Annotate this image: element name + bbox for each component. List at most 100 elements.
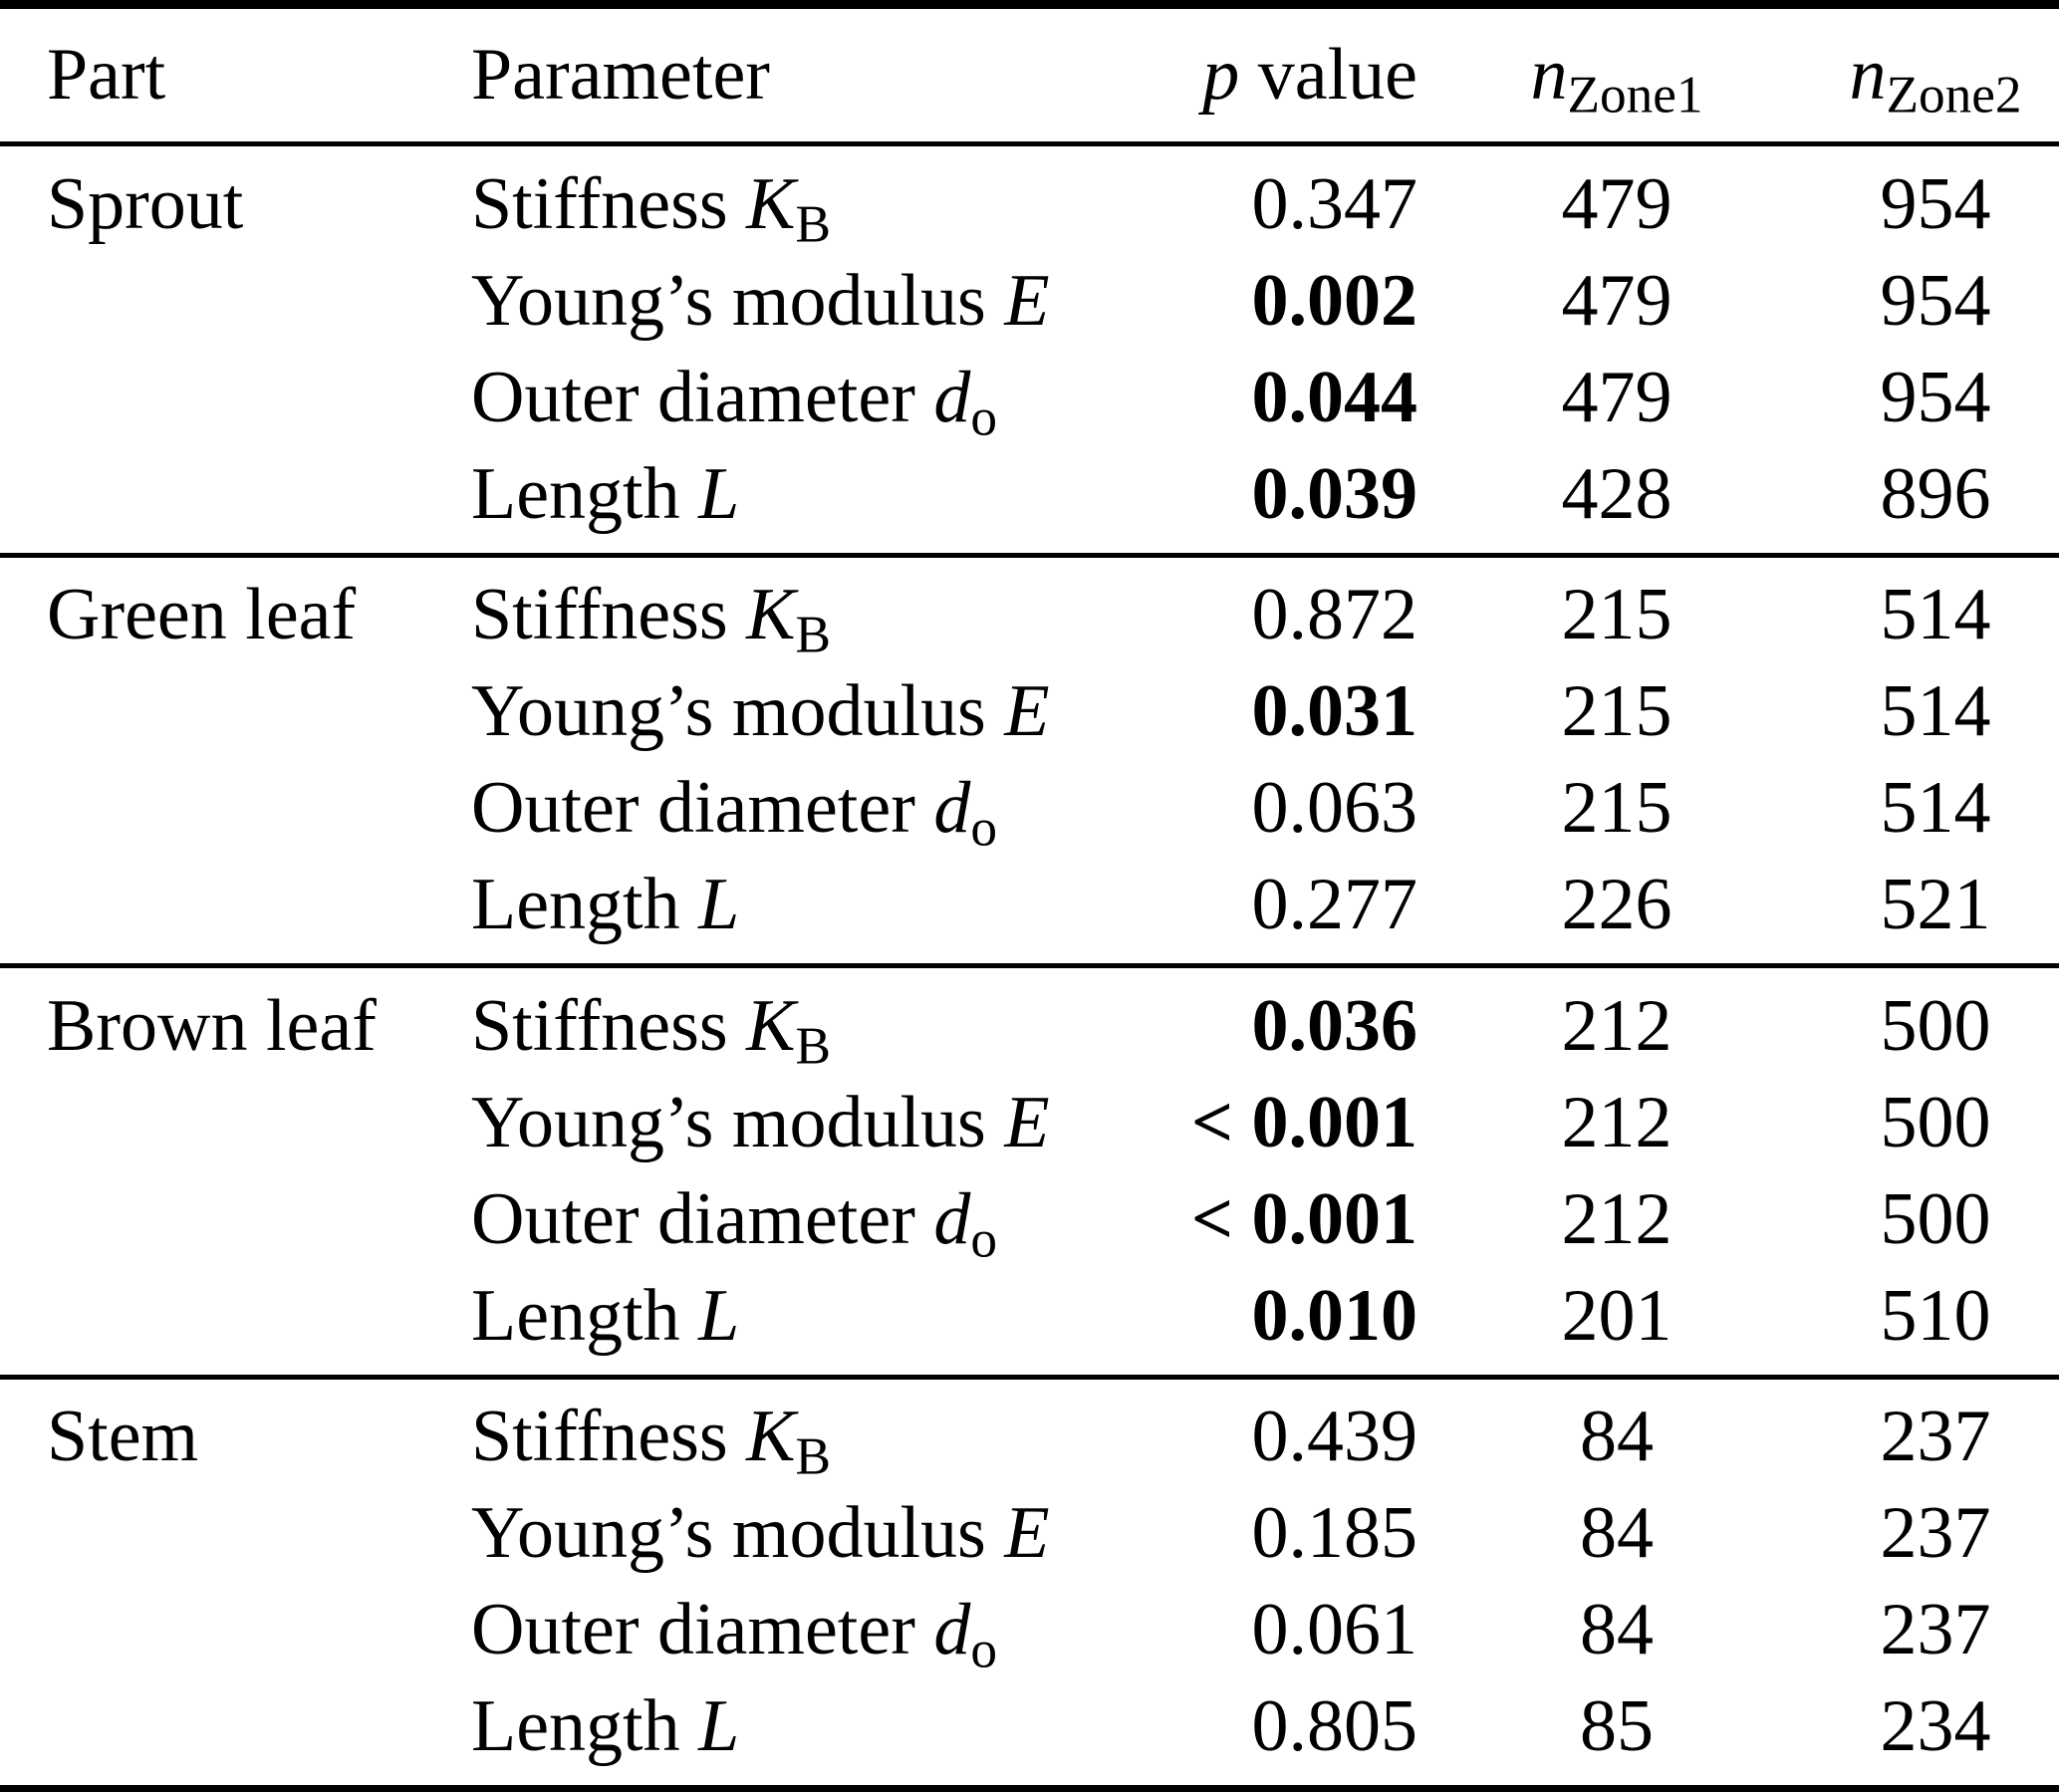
table-row: Length L 0.805 85 234 — [0, 1678, 2059, 1775]
n-zone2-cell: 510 — [1880, 1274, 1991, 1357]
parameter-cell: Outer diameter do — [471, 356, 997, 446]
parameter-cell: Outer diameter do — [471, 1177, 997, 1268]
header-parameter: Parameter — [471, 34, 770, 116]
n-zone1-cell: 201 — [1561, 1274, 1673, 1357]
n-zone1-cell: 212 — [1561, 1081, 1673, 1163]
p-value-cell: < 0.001 — [1190, 1081, 1417, 1163]
n-zone1-cell: 212 — [1561, 1177, 1673, 1260]
parameter-cell: Stiffness KB — [471, 162, 832, 254]
n-zone1-cell: 84 — [1580, 1492, 1654, 1575]
n-zone2-cell: 514 — [1880, 670, 1991, 753]
table-row: Sprout Stiffness KB 0.347 479 954 — [0, 156, 2059, 253]
n-zone1-cell: 85 — [1580, 1685, 1654, 1768]
parameter-cell: Young’s modulus E — [471, 1492, 1050, 1575]
p-value-cell: 0.002 — [1251, 259, 1418, 342]
n-zone1-cell: 226 — [1561, 864, 1673, 946]
n-zone2-cell: 521 — [1880, 864, 1991, 946]
parameter-cell: Length L — [471, 452, 740, 535]
group-stem: Stem Stiffness KB 0.439 84 237 Young’s m… — [0, 1380, 2059, 1786]
table-row: Outer diameter do 0.061 84 237 — [0, 1582, 2059, 1678]
p-value-cell: 0.277 — [1251, 864, 1418, 946]
n-zone1-cell: 84 — [1580, 1396, 1654, 1478]
n-zone2-cell: 896 — [1880, 452, 1991, 535]
n-zone2-cell: 500 — [1880, 984, 1991, 1067]
header-part: Part — [47, 34, 166, 116]
table-row: Length L 0.039 428 896 — [0, 446, 2059, 543]
part-cell: Stem — [47, 1396, 199, 1478]
table-row: Outer diameter do 0.044 479 954 — [0, 350, 2059, 446]
n-zone2-cell: 500 — [1880, 1177, 1991, 1260]
parameter-cell: Young’s modulus E — [471, 1081, 1050, 1163]
table-row: Stem Stiffness KB 0.439 84 237 — [0, 1390, 2059, 1486]
n-zone1-cell: 479 — [1561, 162, 1673, 245]
table-row: Young’s modulus E < 0.001 212 500 — [0, 1075, 2059, 1171]
p-value-cell: 0.044 — [1251, 356, 1418, 438]
n-zone2-cell: 954 — [1880, 162, 1991, 245]
p-value-cell: 0.063 — [1251, 767, 1418, 850]
n-zone1-cell: 215 — [1561, 574, 1673, 656]
table-row: Length L 0.277 226 521 — [0, 857, 2059, 953]
table-header-row: Part Parameter p value nZone1 nZone2 — [0, 9, 2059, 146]
n-zone2-cell: 954 — [1880, 356, 1991, 438]
part-cell: Brown leaf — [47, 984, 377, 1067]
n-zone1-cell: 479 — [1561, 356, 1673, 438]
p-value-cell: 0.439 — [1251, 1396, 1418, 1478]
n-zone2-cell: 234 — [1880, 1685, 1991, 1768]
n-zone1-cell: 212 — [1561, 984, 1673, 1067]
p-value-cell: 0.031 — [1251, 670, 1418, 753]
parameter-cell: Length L — [471, 1274, 740, 1357]
parameter-cell: Length L — [471, 1685, 740, 1768]
n-zone1-cell: 479 — [1561, 259, 1673, 342]
table-row: Young’s modulus E 0.031 215 514 — [0, 663, 2059, 760]
n-zone2-cell: 500 — [1880, 1081, 1991, 1163]
n-zone1-cell: 428 — [1561, 452, 1673, 535]
p-value-cell: 0.061 — [1251, 1589, 1418, 1671]
table-row: Young’s modulus E 0.185 84 237 — [0, 1485, 2059, 1582]
zone2-subscript: Zone2 — [1886, 65, 2022, 125]
n-zone2-cell: 514 — [1880, 767, 1991, 850]
header-n-zone2: nZone2 — [1816, 33, 2055, 121]
zone1-subscript: Zone1 — [1567, 65, 1703, 125]
parameter-cell: Stiffness KB — [471, 574, 832, 664]
n-symbol: n — [1849, 34, 1887, 116]
n-zone2-cell: 237 — [1880, 1396, 1991, 1478]
table-row: Young’s modulus E 0.002 479 954 — [0, 253, 2059, 350]
table-row: Outer diameter do < 0.001 212 500 — [0, 1171, 2059, 1268]
table-row: Outer diameter do 0.063 215 514 — [0, 760, 2059, 857]
parameter-cell: Outer diameter do — [471, 1589, 997, 1679]
group-green-leaf: Green leaf Stiffness KB 0.872 215 514 Yo… — [0, 558, 2059, 968]
n-zone1-cell: 84 — [1580, 1589, 1654, 1671]
p-value-cell: 0.039 — [1251, 452, 1418, 535]
n-zone2-cell: 237 — [1880, 1589, 1991, 1671]
n-zone2-cell: 514 — [1880, 574, 1991, 656]
n-zone1-cell: 215 — [1561, 670, 1673, 753]
part-cell: Green leaf — [47, 574, 357, 656]
group-sprout: Sprout Stiffness KB 0.347 479 954 Young’… — [0, 146, 2059, 558]
p-value-cell: 0.805 — [1251, 1685, 1418, 1768]
group-brown-leaf: Brown leaf Stiffness KB 0.036 212 500 Yo… — [0, 968, 2059, 1380]
table-row: Length L 0.010 201 510 — [0, 1268, 2059, 1365]
p-symbol: p — [1202, 34, 1240, 116]
p-value-cell: < 0.001 — [1190, 1177, 1417, 1260]
parameter-cell: Length L — [471, 864, 740, 946]
p-value-cell: 0.872 — [1251, 574, 1418, 656]
n-zone2-cell: 954 — [1880, 259, 1991, 342]
parameter-cell: Outer diameter do — [471, 767, 997, 858]
table-row: Green leaf Stiffness KB 0.872 215 514 — [0, 568, 2059, 664]
parameter-cell: Young’s modulus E — [471, 259, 1050, 342]
table-row: Brown leaf Stiffness KB 0.036 212 500 — [0, 978, 2059, 1075]
p-value-cell: 0.010 — [1251, 1274, 1418, 1357]
n-symbol: n — [1530, 34, 1568, 116]
p-value-cell: 0.185 — [1251, 1492, 1418, 1575]
part-cell: Sprout — [47, 162, 244, 245]
header-n-zone1: nZone1 — [1417, 33, 1816, 121]
p-value-cell: 0.036 — [1251, 984, 1418, 1067]
parameter-cell: Stiffness KB — [471, 1396, 832, 1486]
parameter-cell: Stiffness KB — [471, 984, 832, 1076]
n-zone2-cell: 237 — [1880, 1492, 1991, 1575]
parameter-cell: Young’s modulus E — [471, 670, 1050, 753]
n-zone1-cell: 215 — [1561, 767, 1673, 850]
p-value-cell: 0.347 — [1251, 162, 1418, 245]
p-value-word: value — [1239, 34, 1417, 116]
